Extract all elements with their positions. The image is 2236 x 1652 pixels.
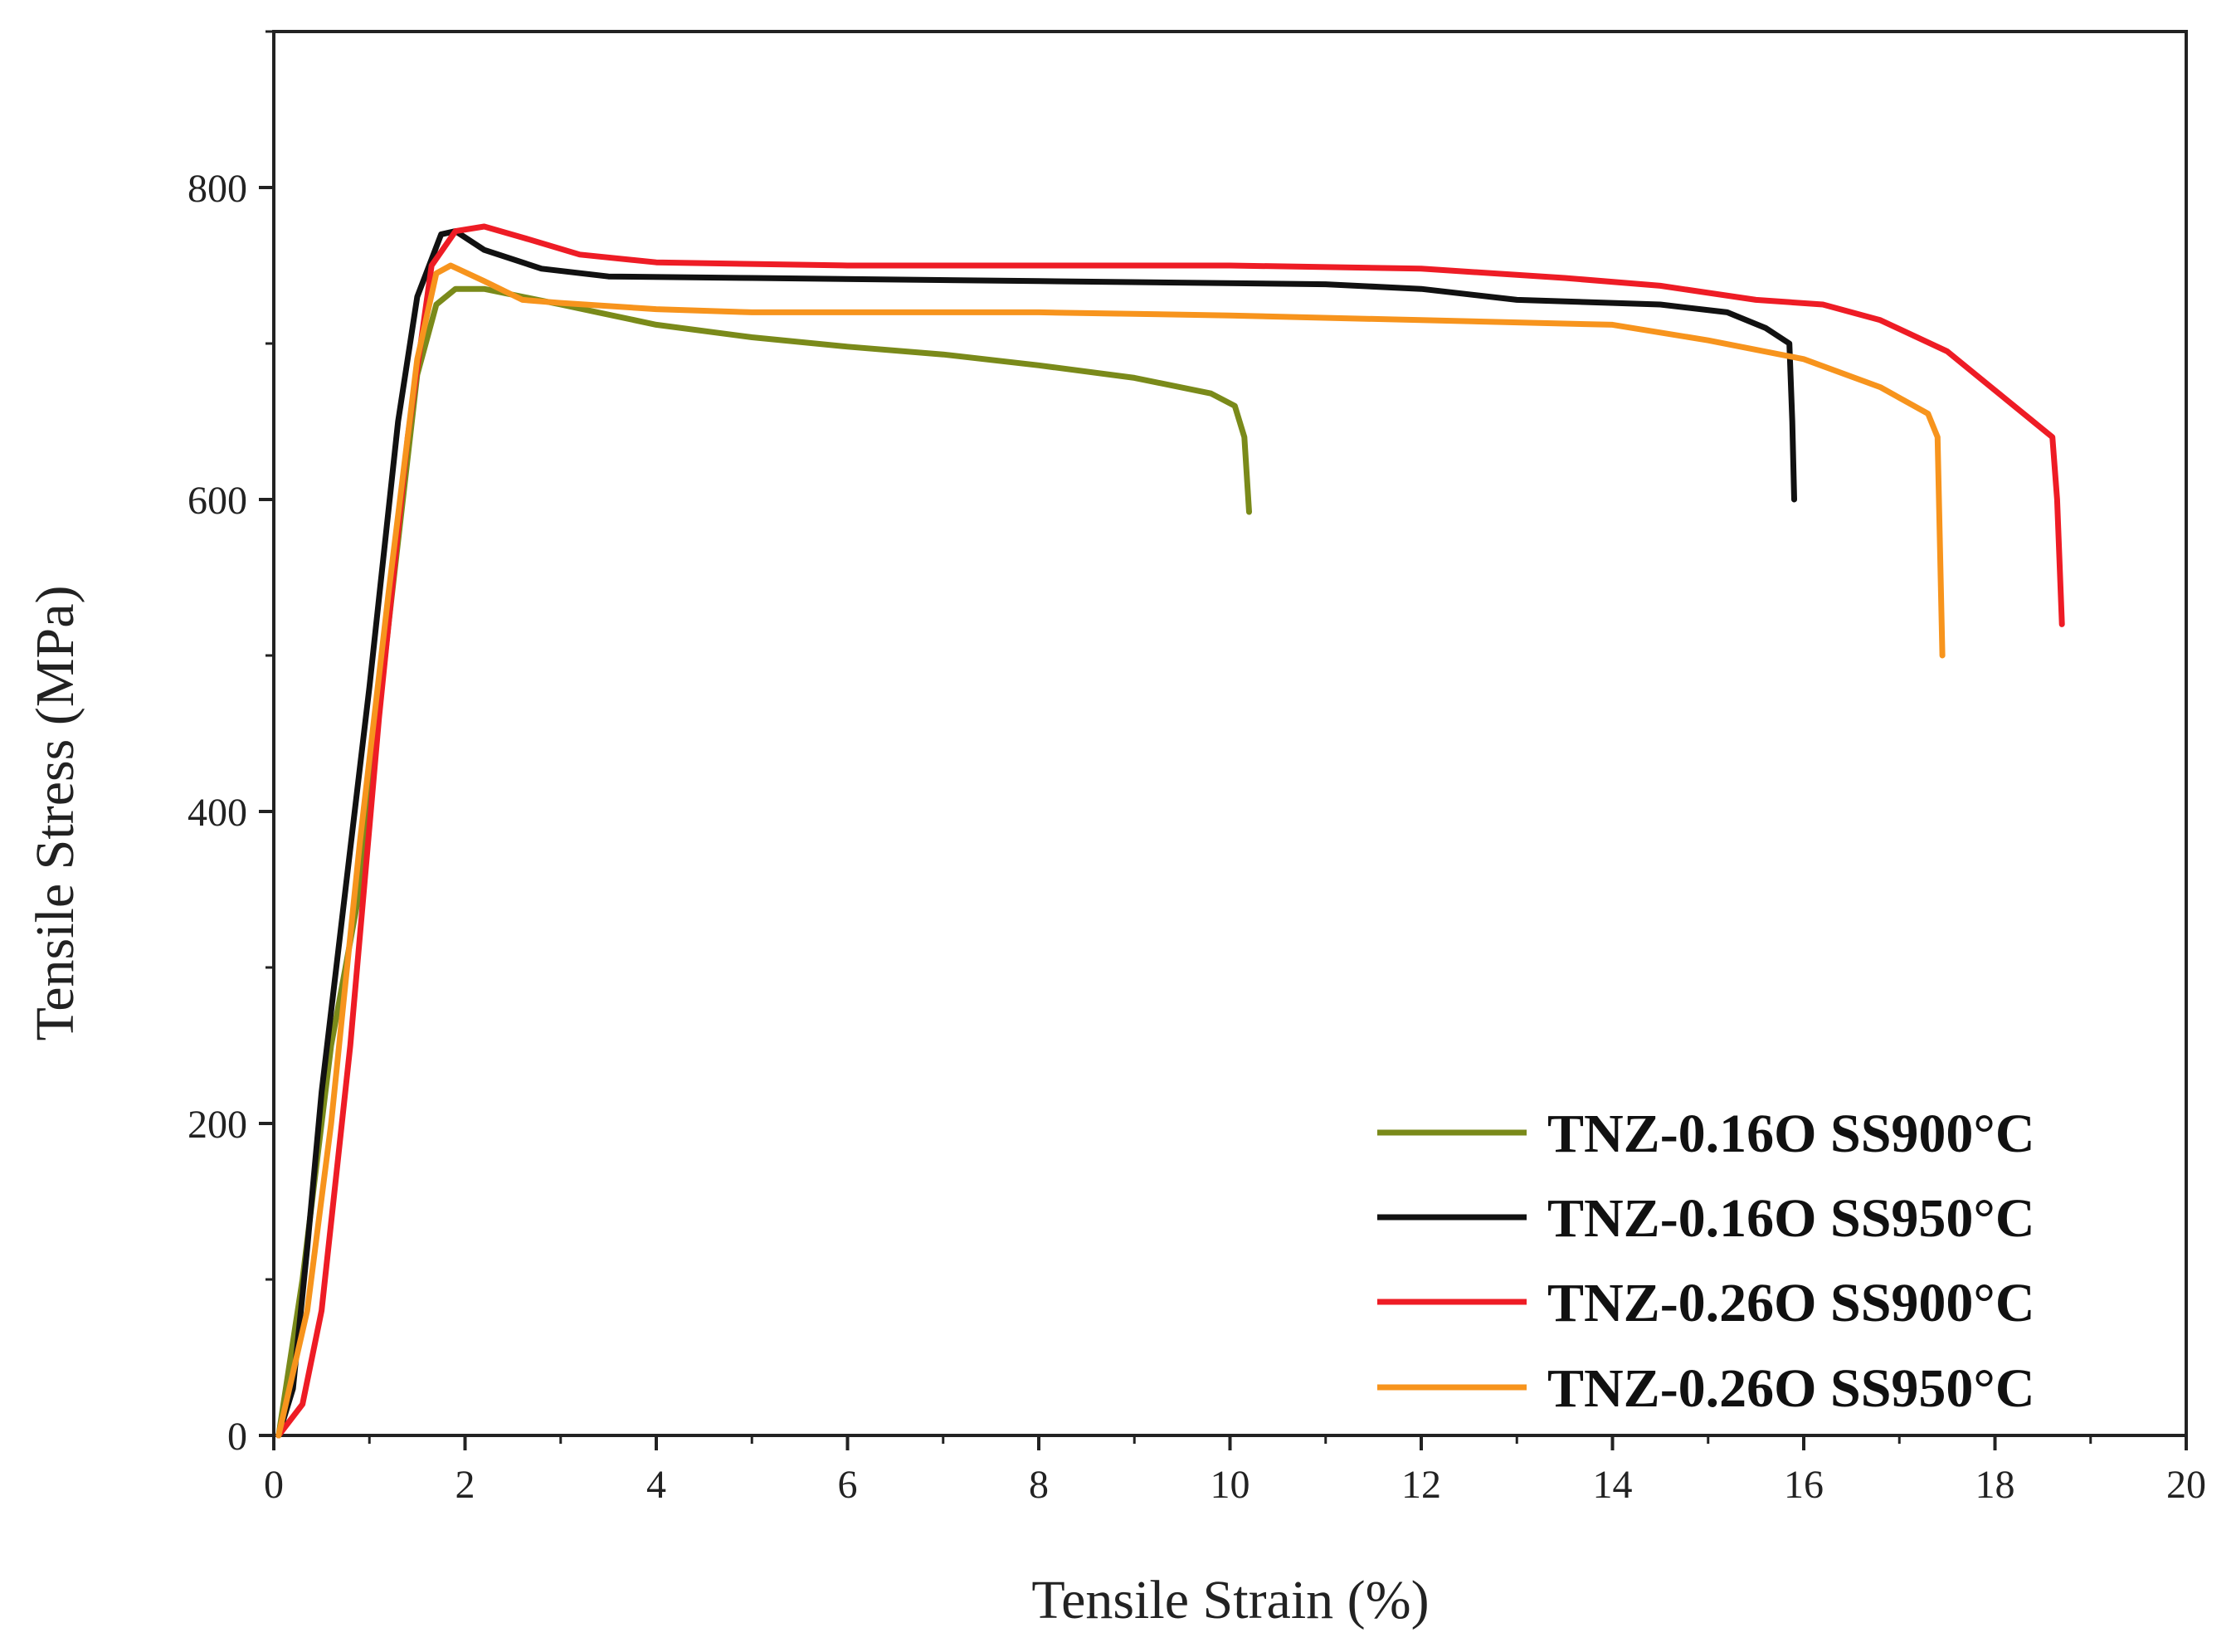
x-tick-label: 14 (1593, 1463, 1633, 1507)
x-tick-label: 16 (1784, 1463, 1824, 1507)
legend-label-tnz-026o-ss900: TNZ-0.26O SS900°C (1547, 1273, 2035, 1333)
y-tick-label: 800 (188, 167, 247, 211)
x-axis-ticks: 0 2 4 6 8 10 12 14 16 18 20 (264, 1435, 2206, 1507)
x-tick-label: 4 (646, 1463, 666, 1507)
legend-label-tnz-016o-ss900: TNZ-0.16O SS900°C (1547, 1104, 2035, 1164)
x-tick-label: 20 (2166, 1463, 2206, 1507)
y-axis-title: Tensile Stress (MPa) (25, 586, 85, 1041)
x-tick-label: 12 (1401, 1463, 1441, 1507)
y-tick-label: 0 (227, 1415, 247, 1459)
x-tick-label: 0 (264, 1463, 284, 1507)
y-tick-label: 600 (188, 479, 247, 523)
x-tick-label: 18 (1975, 1463, 2015, 1507)
series-line-3 (275, 262, 1946, 1439)
series-line-0 (275, 285, 1252, 1439)
y-tick-label: 200 (188, 1103, 247, 1147)
y-axis-ticks: 0 200 400 600 800 (188, 30, 274, 1459)
legend-label-tnz-016o-ss950: TNZ-0.16O SS950°C (1547, 1188, 2035, 1249)
legend: TNZ-0.16O SS900°C TNZ-0.16O SS950°C TNZ-… (1377, 1104, 2035, 1419)
series-line-2 (275, 223, 2065, 1439)
x-tick-label: 6 (838, 1463, 858, 1507)
legend-label-tnz-026o-ss950: TNZ-0.26O SS950°C (1547, 1358, 2035, 1419)
x-tick-label: 8 (1029, 1463, 1049, 1507)
y-tick-label: 400 (188, 791, 247, 835)
series-layer (275, 223, 2065, 1439)
series-line-1 (275, 228, 1797, 1439)
x-tick-label: 10 (1211, 1463, 1250, 1507)
x-tick-label: 2 (455, 1463, 475, 1507)
x-axis-title: Tensile Strain (%) (1031, 1570, 1429, 1630)
